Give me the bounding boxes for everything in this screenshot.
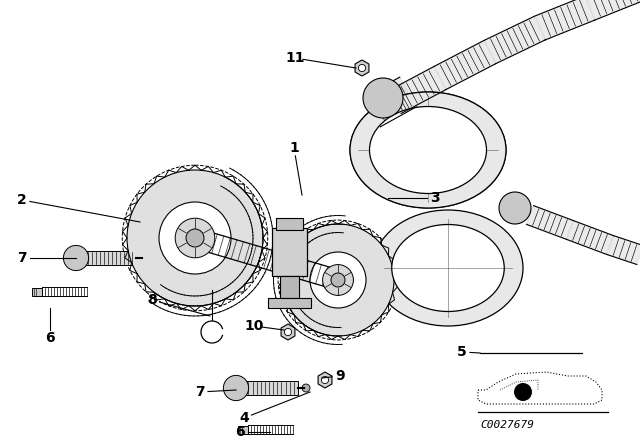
Text: 6: 6 [45,331,55,345]
Polygon shape [76,251,136,265]
FancyBboxPatch shape [32,289,42,296]
Circle shape [506,199,524,217]
Circle shape [321,376,328,383]
Polygon shape [389,67,446,113]
Circle shape [363,78,403,118]
Circle shape [159,202,231,274]
Text: 4: 4 [239,411,249,425]
Circle shape [371,86,395,110]
Circle shape [223,375,248,401]
Text: C0027679: C0027679 [480,420,534,430]
Polygon shape [484,16,546,64]
Text: 3: 3 [430,191,440,205]
Polygon shape [355,60,369,76]
Polygon shape [364,77,416,127]
Polygon shape [281,324,295,340]
Text: 8: 8 [147,293,157,307]
Text: 10: 10 [244,319,264,333]
Circle shape [140,254,148,262]
Circle shape [511,204,519,212]
Text: 7: 7 [195,385,205,399]
Text: 1: 1 [289,141,299,155]
Circle shape [302,384,310,392]
Circle shape [358,65,365,72]
FancyBboxPatch shape [268,298,311,308]
Ellipse shape [373,210,523,326]
Circle shape [282,224,394,336]
Text: 11: 11 [285,51,305,65]
Polygon shape [434,40,496,90]
FancyBboxPatch shape [238,426,248,434]
Text: 2: 2 [17,193,27,207]
Polygon shape [566,220,614,254]
Circle shape [310,252,366,308]
Text: 5: 5 [457,345,467,359]
Ellipse shape [350,92,506,208]
Polygon shape [585,0,640,20]
Circle shape [331,273,345,287]
Ellipse shape [369,107,486,194]
FancyBboxPatch shape [276,218,303,230]
Circle shape [514,383,532,401]
Polygon shape [535,0,595,40]
Polygon shape [527,206,573,239]
FancyBboxPatch shape [272,228,307,276]
Circle shape [499,192,531,224]
Circle shape [63,246,88,271]
Polygon shape [318,372,332,388]
Polygon shape [607,236,640,264]
Circle shape [377,92,389,104]
Text: 9: 9 [335,369,345,383]
Circle shape [175,218,215,258]
Ellipse shape [392,224,504,311]
FancyBboxPatch shape [280,276,299,298]
Circle shape [323,265,353,295]
Text: 6: 6 [235,425,245,439]
Text: 7: 7 [17,251,27,265]
Polygon shape [236,381,298,395]
Circle shape [127,170,263,306]
Circle shape [186,229,204,247]
Circle shape [284,328,292,336]
